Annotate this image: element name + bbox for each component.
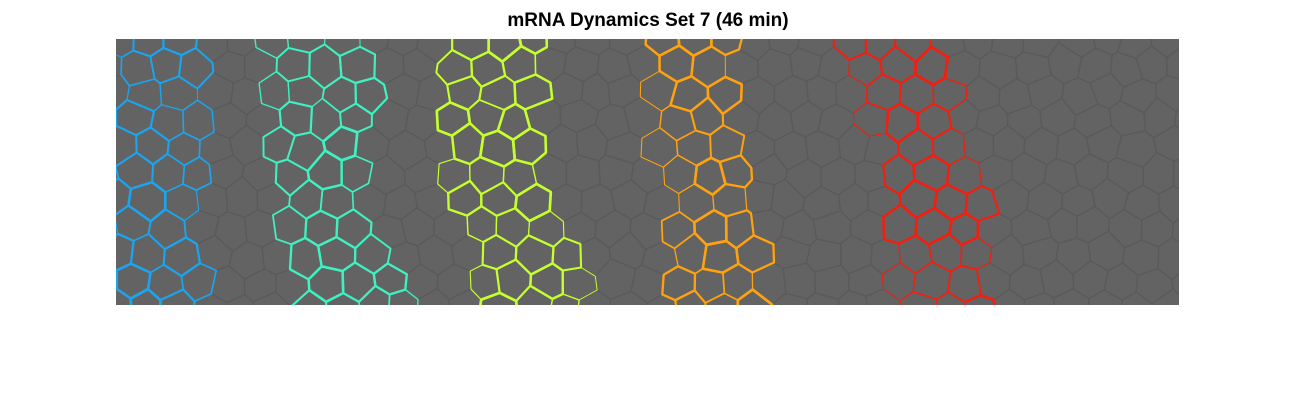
- stripe-cell: [550, 293, 580, 305]
- background-cell: [417, 287, 450, 305]
- background-cell: [1087, 289, 1123, 305]
- stripe-4: [639, 39, 776, 305]
- background-cell: [865, 288, 902, 305]
- stripe-cell: [159, 288, 196, 305]
- highlighted-stripes: [116, 39, 1001, 305]
- background-cell: [1171, 273, 1179, 296]
- cell-tissue-image: [116, 39, 1179, 305]
- stripe-cell: [935, 291, 966, 305]
- figure-title: mRNA Dynamics Set 7 (46 min): [507, 10, 789, 31]
- background-cell: [837, 289, 868, 305]
- background-cell: [448, 288, 482, 305]
- stripe-cell: [388, 288, 419, 305]
- stripe-cell: [479, 291, 518, 305]
- stripe-cell: [515, 285, 554, 305]
- stripe-cell: [736, 288, 774, 305]
- stripe-cell: [899, 291, 938, 305]
- stripe-3: [435, 39, 598, 305]
- stripe-5: [832, 39, 1001, 305]
- stripe-cell: [325, 292, 360, 305]
- stripe-cell: [129, 287, 162, 305]
- background-cell: [609, 290, 649, 305]
- background-cell: [1053, 288, 1090, 305]
- background-cell: [1121, 291, 1153, 305]
- stripe-cell: [358, 285, 391, 305]
- background-cell: [1151, 288, 1179, 305]
- background-cell: [226, 293, 255, 305]
- background-cell: [252, 291, 291, 305]
- background-cell: [771, 292, 809, 305]
- tissue-image-panel: [116, 39, 1179, 305]
- background-cell: [1166, 48, 1179, 80]
- background-cell: [1173, 108, 1179, 129]
- stripe-2: [254, 39, 419, 305]
- background-cell: [1023, 291, 1055, 305]
- background-cell: [1172, 158, 1179, 189]
- background-cell: [993, 288, 1025, 305]
- background-cell: [806, 292, 840, 305]
- stripe-cell: [704, 292, 739, 305]
- stripe-cell: [291, 289, 328, 305]
- stripe-cell: [963, 293, 996, 305]
- background-cell: [646, 293, 677, 305]
- stripe-cell: [674, 289, 707, 305]
- tissue-background: [116, 39, 1179, 305]
- stripe-1: [116, 39, 218, 305]
- background-cell: [1171, 218, 1179, 243]
